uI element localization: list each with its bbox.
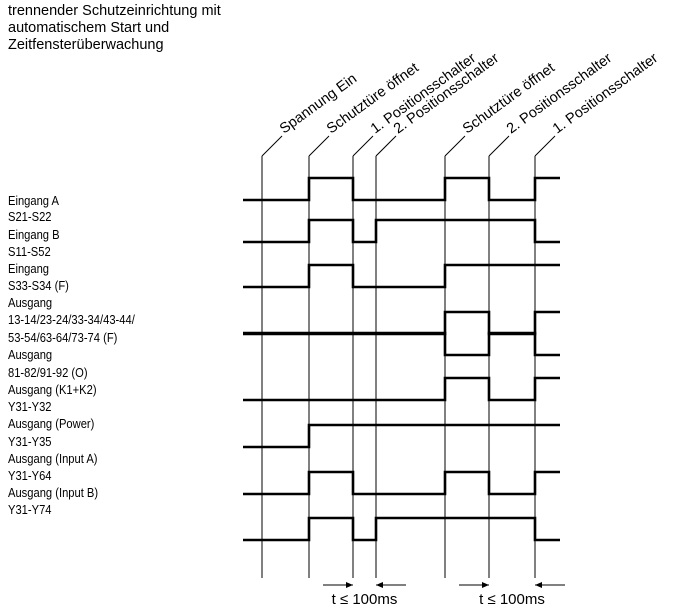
time-window-label: t ≤ 100ms: [479, 591, 545, 608]
signal-waveform: [243, 263, 560, 289]
event-label: Spannung Ein: [277, 71, 360, 137]
signal-label: S21-S22: [8, 209, 52, 224]
signal-waveform: [243, 376, 560, 402]
signal-label: Eingang B: [8, 227, 60, 242]
event-leader: [534, 135, 556, 157]
event-lines: [261, 135, 556, 578]
signal-waveform: [243, 470, 560, 496]
signal-waveform: [243, 218, 560, 244]
time-window-label: t ≤ 100ms: [332, 591, 398, 608]
signal-label: Ausgang (Input A): [8, 451, 98, 466]
signal-label: S11-S52: [8, 244, 51, 259]
signal-label: Eingang A: [8, 193, 59, 208]
title-line: trennender Schutzeinrichtung mit: [8, 3, 221, 19]
signal-waveform: [243, 331, 560, 357]
signal-label: Y31-Y32: [8, 399, 52, 414]
time-windows: t ≤ 100ms t ≤ 100ms: [323, 582, 565, 608]
arrow-head: [346, 582, 353, 588]
title-line: automatischem Start und: [8, 20, 170, 36]
signal-waveform: [243, 423, 560, 449]
signal-label: S33-S34 (F): [8, 278, 69, 293]
event-leader: [375, 135, 397, 157]
signal-label: Ausgang (K1+K2): [8, 382, 97, 397]
signal-label: Ausgang: [8, 347, 53, 362]
signal-waveform: [243, 310, 560, 336]
event-leader: [261, 135, 283, 157]
signal-label: 81-82/91-92 (O): [8, 365, 88, 380]
arrow-head: [482, 582, 489, 588]
signal-waveform: [243, 516, 560, 542]
arrow-head: [535, 582, 542, 588]
signal-label: Ausgang: [8, 295, 53, 310]
signal-label: Ausgang (Input B): [8, 485, 99, 500]
arrow-head: [376, 582, 383, 588]
signal-label: Eingang: [8, 261, 50, 276]
signal-label: 53-54/63-64/73-74 (F): [8, 330, 118, 345]
event-leader: [488, 135, 510, 157]
event-leader: [308, 135, 330, 157]
signal-waveforms: [243, 176, 560, 542]
signal-waveform: [243, 176, 560, 202]
event-leader: [444, 135, 466, 157]
signal-label: Y31-Y35: [8, 434, 52, 449]
signal-label: Y31-Y64: [8, 468, 52, 483]
title-line: Zeitfensterüberwachung: [8, 37, 164, 53]
signal-label: Y31-Y74: [8, 502, 52, 517]
event-leader: [352, 135, 374, 157]
signal-label: Ausgang (Power): [8, 416, 95, 431]
signal-label: 13-14/23-24/33-34/43-44/: [8, 312, 135, 327]
diagram-title: trennender Schutzeinrichtung mit automat…: [8, 0, 221, 66]
